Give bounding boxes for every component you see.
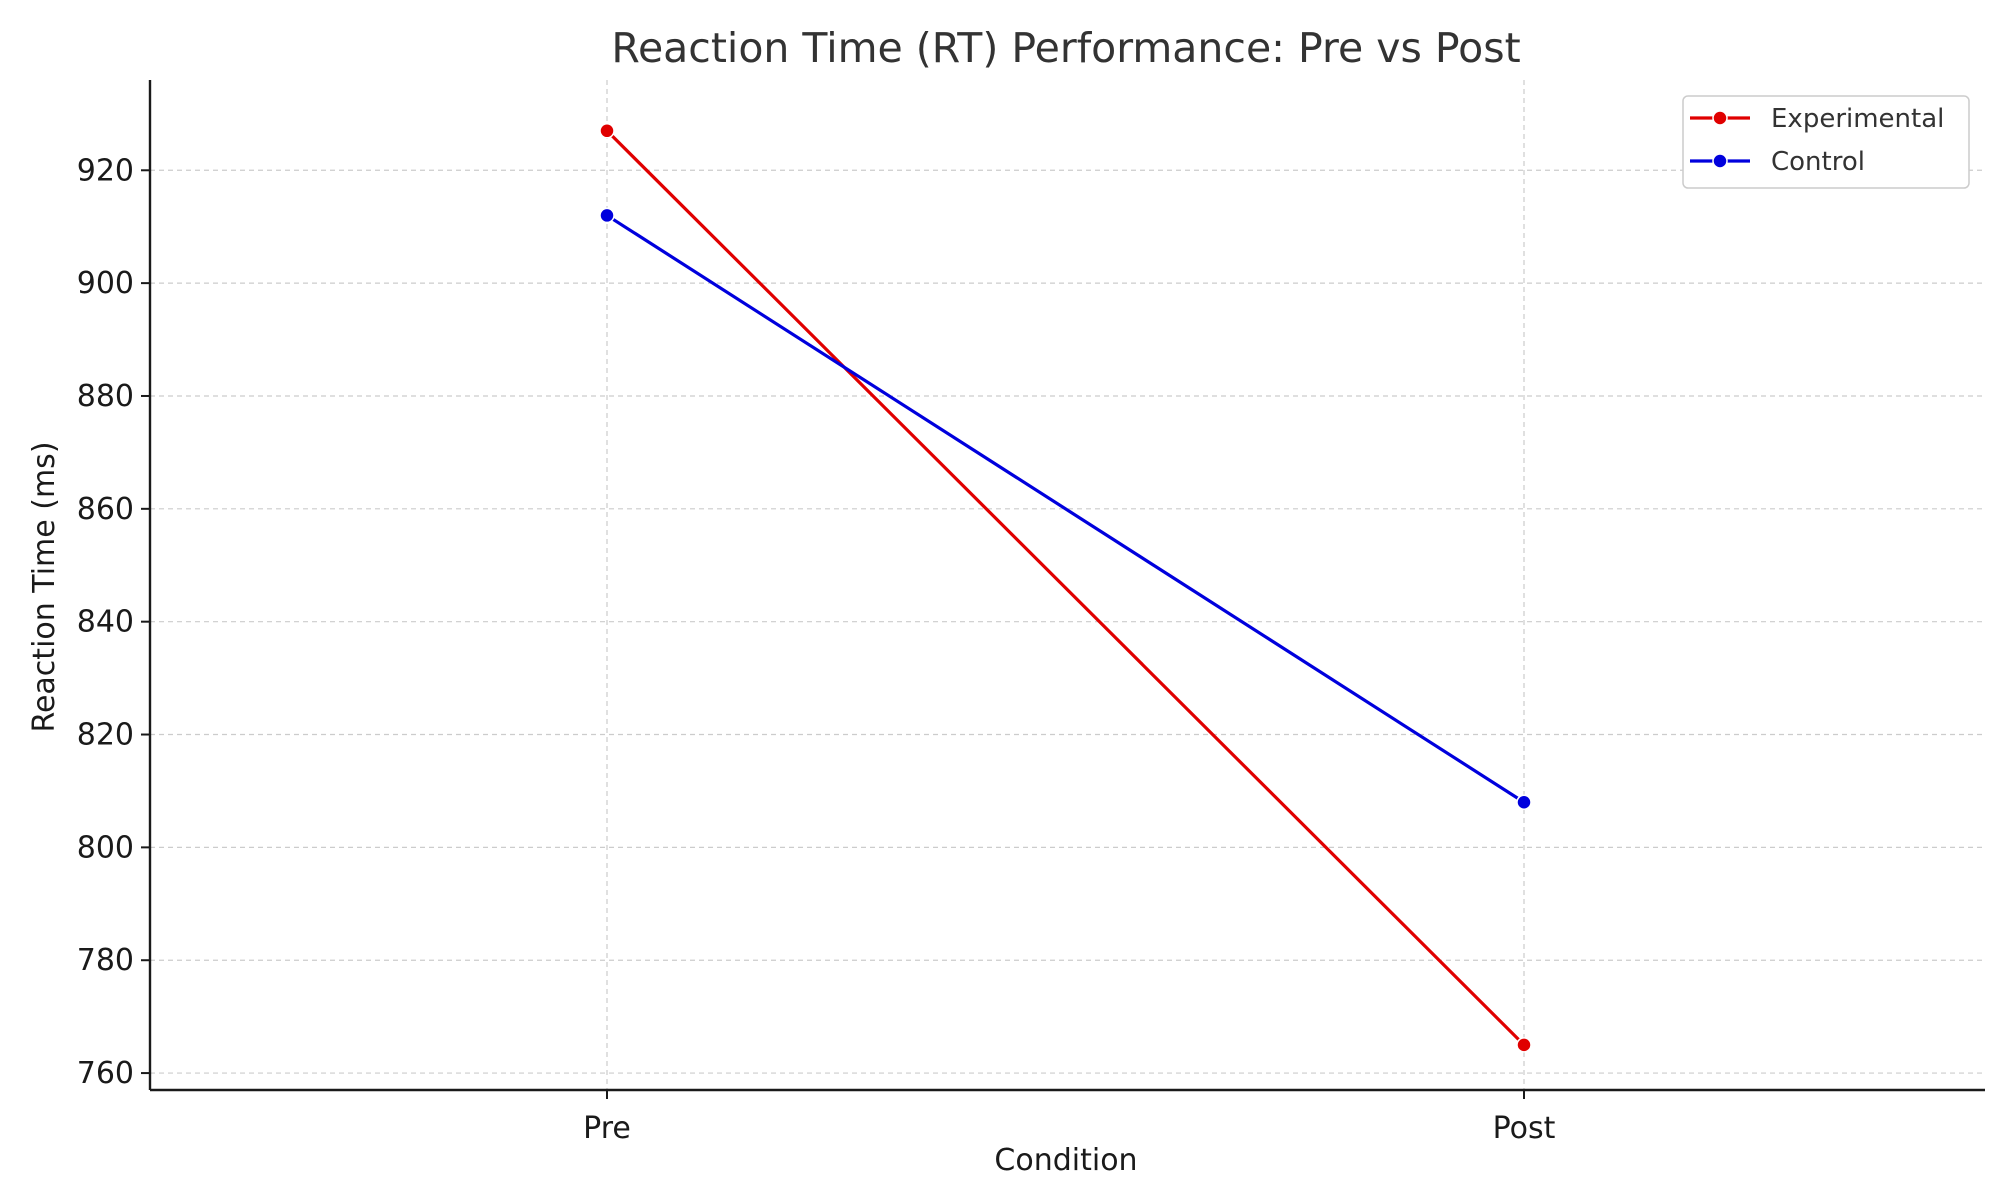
chart-title: Reaction Time (RT) Performance: Pre vs P… [611, 24, 1520, 72]
legend: Experimental Control [1682, 95, 1970, 189]
legend-marker-control [1712, 153, 1728, 169]
grid [150, 80, 1985, 1090]
y-tick-label: 800 [77, 830, 134, 865]
data-point-control[interactable] [599, 207, 615, 224]
legend-label-control: Control [1771, 147, 1865, 177]
y-tick-label: 780 [77, 943, 134, 978]
y-axis-label: Reaction Time (ms) [27, 441, 62, 732]
x-tick-label: Pre [583, 1111, 631, 1146]
legend-box [1682, 95, 1970, 189]
x-axis-label: Condition [994, 1143, 1137, 1178]
axes [148, 80, 1985, 1092]
data-point-experimental[interactable] [599, 123, 615, 139]
y-ticks: 760 780 800 820 840 860 880 900 920 [77, 153, 150, 1091]
y-tick-label: 840 [77, 605, 134, 640]
x-tick-label: Post [1493, 1111, 1556, 1146]
series-line-experimental [605, 129, 1526, 1046]
series-line-control [606, 214, 1525, 804]
series-layer [599, 123, 1532, 1053]
data-point-control[interactable] [1516, 794, 1532, 810]
y-tick-label: 900 [77, 266, 134, 301]
y-tick-label: 880 [77, 379, 134, 414]
y-tick-label: 760 [77, 1056, 134, 1091]
legend-label-experimental: Experimental [1771, 104, 1944, 134]
legend-marker-experimental [1712, 110, 1728, 126]
data-point-experimental[interactable] [1516, 1037, 1532, 1053]
y-tick-label: 820 [77, 718, 134, 753]
y-tick-label: 920 [77, 153, 134, 188]
x-ticks: Pre Post [583, 1090, 1556, 1146]
y-tick-label: 860 [77, 492, 134, 527]
